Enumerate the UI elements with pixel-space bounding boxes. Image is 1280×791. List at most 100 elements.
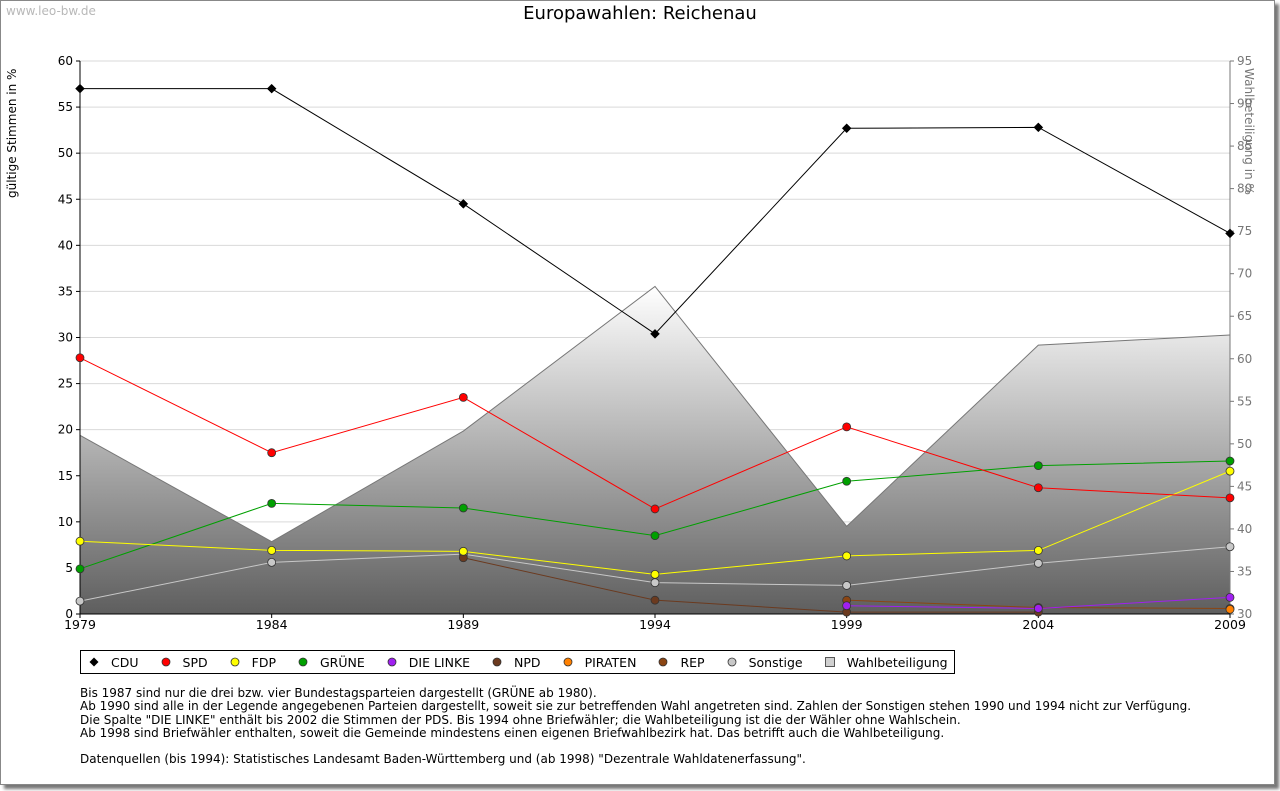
y2-tick-label: 30	[1237, 607, 1252, 621]
legend-label: FDP	[251, 654, 276, 670]
data-point	[75, 536, 85, 546]
legend-item-gr-ne: GRÜNE	[298, 655, 365, 670]
watermark: www.leo-bw.de	[6, 4, 96, 18]
y2-tick-label: 70	[1237, 267, 1252, 281]
note-line: Bis 1987 sind nur die drei bzw. vier Bun…	[80, 686, 597, 700]
legend-marker	[230, 657, 240, 667]
data-point	[1225, 604, 1235, 614]
x-tick-label: 1979	[64, 617, 96, 632]
y2-tick-label: 50	[1237, 437, 1252, 451]
data-point	[75, 353, 85, 363]
legend-label: GRÜNE	[319, 654, 365, 670]
series-cdu	[75, 83, 1235, 339]
legend-marker	[89, 657, 99, 667]
data-point	[842, 581, 852, 590]
data-point	[1033, 122, 1044, 133]
data-point	[458, 503, 468, 513]
legend-marker	[298, 657, 308, 667]
legend-item-npd: NPD	[492, 655, 541, 670]
data-point	[842, 551, 852, 561]
data-point	[1033, 558, 1043, 568]
y-tick-label: 5	[65, 561, 73, 575]
series-fdp	[75, 466, 1235, 579]
data-point	[1033, 604, 1043, 613]
x-tick-label: 2004	[1022, 617, 1054, 632]
legend-item-wahlbeteiligung: Wahlbeteiligung	[824, 654, 948, 670]
x-tick-label: 1994	[639, 617, 671, 632]
data-point	[75, 83, 85, 94]
legend-label: PIRATEN	[584, 654, 637, 670]
legend-label: NPD	[514, 654, 541, 670]
y-tick-label: 45	[58, 192, 73, 206]
y-tick-label: 10	[58, 515, 73, 529]
y-tick-label: 35	[58, 284, 73, 298]
legend-item-die-linke: DIE LINKE	[387, 655, 470, 670]
turnout-area	[80, 286, 1230, 614]
y-tick-label: 50	[58, 146, 73, 160]
legend-marker	[824, 657, 835, 667]
y2-tick-label: 65	[1237, 309, 1252, 323]
note-line	[80, 740, 1191, 753]
y2-tick-label: 40	[1237, 522, 1252, 536]
y-tick-label: 0	[65, 607, 73, 621]
y-tick-label: 40	[58, 238, 73, 252]
x-tick-label: 2009	[1214, 617, 1246, 632]
x-tick-label: 1999	[831, 617, 863, 632]
y2-tick-label: 75	[1237, 224, 1252, 238]
series-spd	[75, 353, 1235, 514]
chart-title: Europawahlen: Reichenau	[523, 3, 757, 24]
legend-item-spd: SPD	[161, 655, 208, 670]
data-point	[75, 596, 85, 606]
series-die-linke	[842, 593, 1235, 613]
data-point	[1225, 493, 1235, 503]
y-tick-label: 30	[58, 331, 73, 345]
legend-label: Sonstige	[748, 654, 803, 670]
y-tick-label: 55	[58, 100, 73, 114]
y2-tick-label: 85	[1237, 139, 1252, 153]
x-tick-label: 1989	[447, 617, 479, 632]
data-point	[650, 504, 660, 514]
legend-marker	[563, 657, 572, 667]
data-point	[650, 569, 660, 579]
turnout-area-layer	[79, 285, 1231, 614]
data-point	[1225, 466, 1235, 476]
data-point	[267, 498, 277, 508]
data-point	[841, 123, 852, 134]
data-point	[267, 546, 277, 555]
data-point	[1033, 461, 1043, 471]
legend-marker	[387, 657, 397, 667]
legend-label: Wahlbeteiligung	[846, 654, 948, 670]
legend-marker	[727, 657, 736, 667]
legend-marker	[161, 657, 170, 667]
legend-item-rep: REP	[658, 655, 705, 670]
data-point	[458, 393, 468, 402]
legend: CDU SPD FDP GRÜNE DIE LINKE NPD PIRATEN REP Sons…	[80, 650, 955, 674]
legend-label: CDU	[111, 654, 139, 670]
legend-item-cdu: CDU	[89, 655, 139, 670]
data-point	[1225, 228, 1235, 239]
data-point	[650, 328, 660, 339]
data-point	[650, 531, 660, 541]
chart-plot: 0 5 10 15 20 25 30 35 40 45 50 55 60 30 35 40 45 50 55 60 65…	[58, 54, 1253, 632]
y2-tick-label: 90	[1237, 97, 1252, 111]
y-tick-label: 60	[58, 54, 73, 68]
y2-tick-label: 80	[1237, 182, 1252, 196]
data-point	[1225, 593, 1235, 602]
data-point	[842, 476, 852, 486]
turnout-outline	[79, 285, 1231, 543]
data-point	[75, 564, 85, 574]
y-tick-label: 20	[58, 423, 73, 437]
legend-marker	[492, 657, 502, 667]
series-piraten	[1225, 604, 1235, 614]
legend-marker	[659, 657, 668, 667]
y2-tick-label: 55	[1237, 394, 1252, 408]
notes: Bis 1987 sind nur die drei bzw. vier Bun…	[80, 686, 1191, 767]
data-point	[267, 448, 277, 458]
series-line	[463, 557, 1039, 613]
x-tick-label: 1984	[256, 617, 288, 632]
series-layer	[75, 83, 1235, 617]
legend-label: DIE LINKE	[408, 654, 471, 670]
y2-tick-label: 60	[1237, 352, 1252, 366]
legend-item-piraten: PIRATEN	[563, 654, 637, 670]
y-tick-label: 25	[58, 377, 73, 391]
